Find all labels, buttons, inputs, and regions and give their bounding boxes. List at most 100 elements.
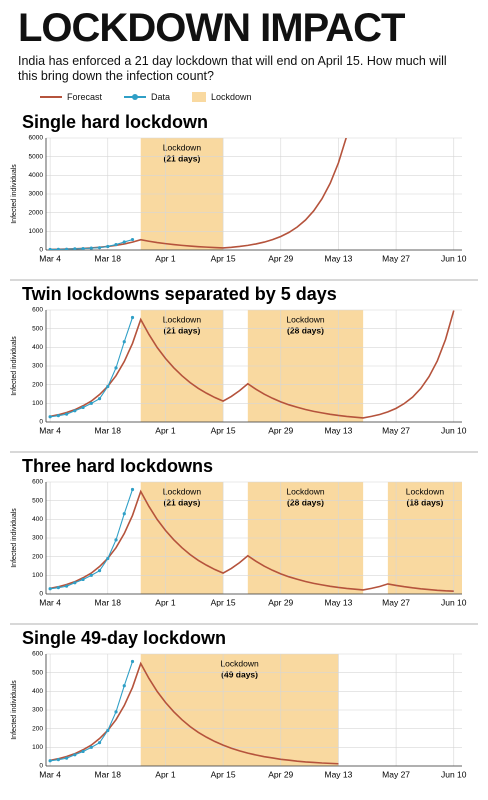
y-axis-label: Infected individuals — [11, 508, 18, 568]
y-tick-label: 300 — [32, 363, 43, 370]
y-tick-label: 0 — [39, 763, 43, 770]
band-label: Lockdown — [286, 486, 325, 496]
y-tick-label: 0 — [39, 419, 43, 426]
chart-title: Single hard lockdown — [22, 112, 208, 132]
y-tick-label: 4000 — [29, 172, 44, 179]
y-tick-label: 300 — [32, 535, 43, 542]
y-tick-label: 200 — [32, 553, 43, 560]
series-line — [48, 659, 135, 763]
legend-dot — [132, 94, 139, 100]
band-label: Lockdown — [286, 314, 325, 324]
series-line — [48, 315, 135, 419]
y-tick-label: 500 — [32, 325, 43, 332]
subtitle: India has enforced a 21 day lockdown tha… — [18, 54, 447, 83]
x-tick-label: Mar 4 — [39, 597, 61, 607]
legend-label: Data — [151, 92, 171, 102]
x-tick-label: Apr 1 — [155, 425, 176, 435]
band-duration: (21 days) — [163, 497, 200, 507]
y-tick-label: 600 — [32, 479, 43, 486]
x-tick-label: Apr 1 — [155, 597, 176, 607]
y-tick-label: 400 — [32, 688, 43, 695]
x-tick-label: May 13 — [324, 597, 352, 607]
series-line — [48, 487, 135, 591]
x-tick-label: Mar 18 — [95, 597, 122, 607]
y-tick-label: 3000 — [29, 191, 44, 198]
x-tick-label: May 13 — [324, 253, 352, 263]
y-tick-label: 200 — [32, 381, 43, 388]
x-tick-label: May 27 — [382, 425, 410, 435]
y-tick-label: 0 — [39, 591, 43, 598]
legend: Forecast Data Lockdown — [40, 92, 252, 102]
chart-title: Single 49-day lockdown — [22, 628, 226, 648]
x-tick-label: Mar 18 — [95, 769, 122, 779]
y-tick-label: 600 — [32, 651, 43, 658]
x-tick-label: Mar 4 — [39, 425, 61, 435]
band-duration: (21 days) — [163, 325, 200, 335]
y-tick-label: 500 — [32, 669, 43, 676]
series-line — [48, 237, 135, 250]
legend-item: Forecast — [40, 92, 102, 102]
y-tick-label: 400 — [32, 516, 43, 523]
y-tick-label: 100 — [32, 572, 43, 579]
x-tick-label: Apr 29 — [268, 769, 293, 779]
chart-title: Twin lockdowns separated by 5 days — [22, 284, 337, 304]
x-tick-label: Apr 29 — [268, 253, 293, 263]
x-tick-label: Mar 4 — [39, 253, 61, 263]
x-tick-label: May 27 — [382, 769, 410, 779]
legend-item: Data — [124, 92, 170, 102]
y-tick-label: 500 — [32, 497, 43, 504]
chart-panel: Twin lockdowns separated by 5 days Lockdo… — [10, 279, 478, 435]
y-tick-label: 6000 — [29, 135, 44, 142]
x-tick-label: Mar 4 — [39, 769, 61, 779]
legend-swatch — [192, 92, 207, 102]
y-tick-label: 5000 — [29, 153, 44, 160]
y-tick-label: 200 — [32, 725, 43, 732]
chart-title: Three hard lockdowns — [22, 456, 213, 476]
band-duration: (21 days) — [163, 153, 200, 163]
legend-label: Forecast — [67, 92, 103, 102]
y-tick-label: 100 — [32, 744, 43, 751]
x-tick-label: May 27 — [382, 597, 410, 607]
y-tick-label: 400 — [32, 344, 43, 351]
band-label: Lockdown — [163, 486, 202, 496]
x-tick-label: Apr 1 — [155, 769, 176, 779]
y-axis-label: Infected individuals — [11, 336, 18, 396]
x-tick-label: Jun 10 — [441, 425, 467, 435]
band-duration: (18 days) — [407, 497, 444, 507]
legend-line — [124, 94, 147, 100]
legend-line — [40, 96, 62, 98]
x-tick-label: Apr 15 — [211, 597, 236, 607]
band-duration: (49 days) — [221, 669, 258, 679]
band-duration: (28 days) — [287, 325, 324, 335]
y-tick-label: 100 — [32, 400, 43, 407]
x-tick-label: Jun 10 — [441, 597, 467, 607]
chart-panel: Single hard lockdown Lockdown(21 days) 0 10… — [11, 112, 467, 264]
band-label: Lockdown — [163, 142, 202, 152]
y-tick-label: 600 — [32, 307, 43, 314]
y-tick-label: 1000 — [29, 228, 44, 235]
band-duration: (28 days) — [287, 497, 324, 507]
x-tick-label: Apr 29 — [268, 597, 293, 607]
header: LOCKDOWN IMPACT India has enforced a 21 … — [0, 0, 488, 110]
x-tick-label: May 27 — [382, 253, 410, 263]
x-tick-label: Jun 10 — [441, 769, 467, 779]
chart-panel: Single 49-day lockdown Lockdown(49 days) 0… — [10, 623, 478, 779]
x-tick-label: May 13 — [324, 769, 352, 779]
x-tick-label: Apr 15 — [211, 425, 236, 435]
y-tick-label: 2000 — [29, 209, 44, 216]
legend-label: Lockdown — [211, 92, 252, 102]
band-label: Lockdown — [220, 658, 259, 668]
title: LOCKDOWN IMPACT — [18, 6, 405, 50]
x-tick-label: Apr 15 — [211, 253, 236, 263]
y-axis-label: Infected individuals — [11, 680, 18, 740]
x-tick-label: Apr 15 — [211, 769, 236, 779]
x-tick-label: Apr 1 — [155, 253, 176, 263]
band-label: Lockdown — [163, 314, 202, 324]
x-tick-label: Jun 10 — [441, 253, 467, 263]
y-tick-label: 0 — [39, 247, 43, 254]
band-label: Lockdown — [406, 486, 445, 496]
y-tick-label: 300 — [32, 707, 43, 714]
x-tick-label: May 13 — [324, 425, 352, 435]
